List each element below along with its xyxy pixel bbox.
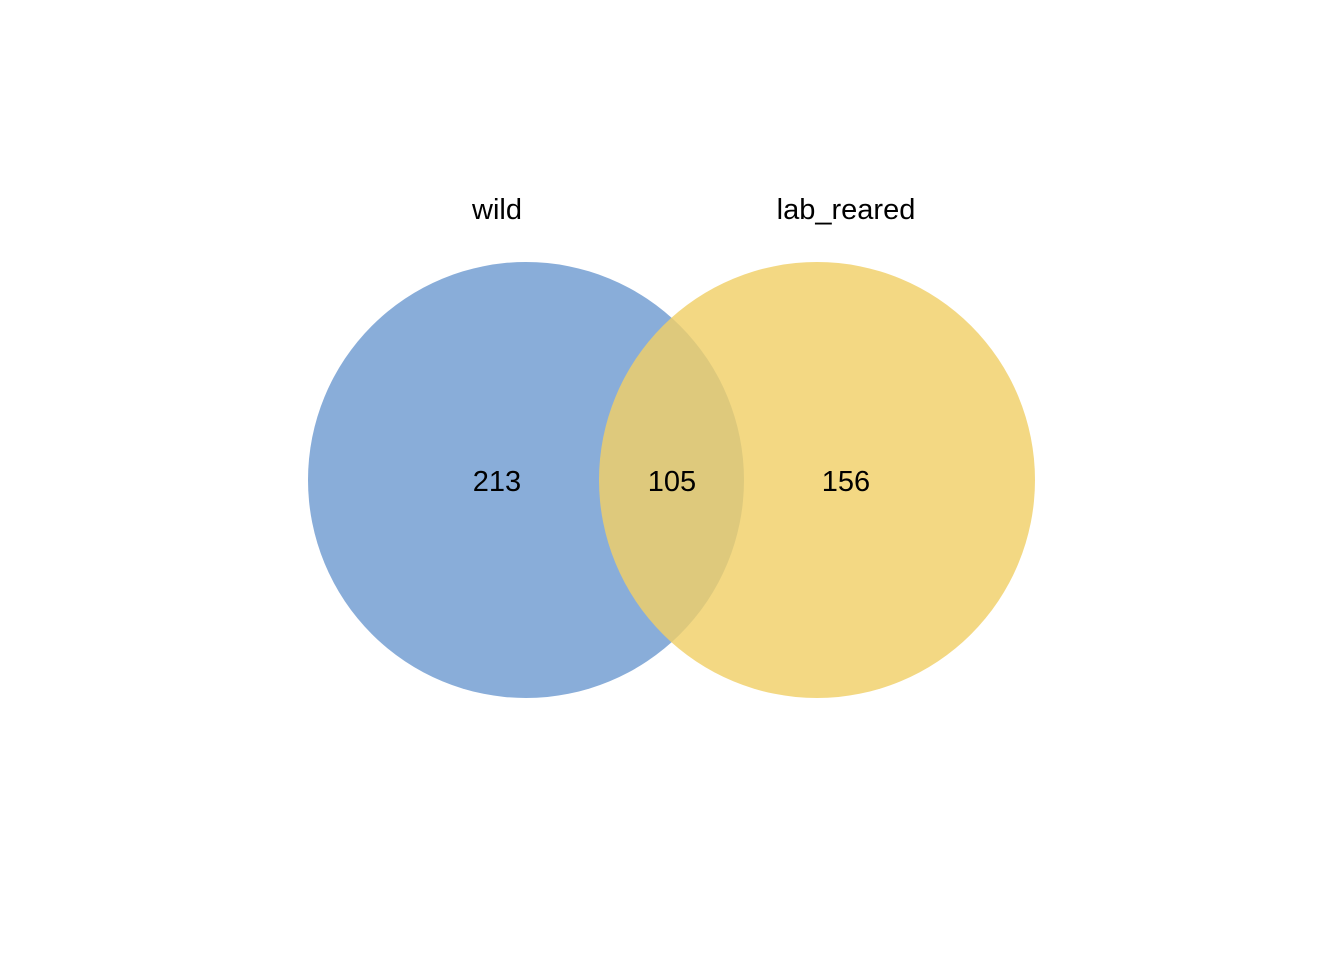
wild-only-count: 213 bbox=[473, 466, 521, 498]
lab-reared-only-count: 156 bbox=[822, 466, 870, 498]
lab-reared-set-circle bbox=[599, 262, 1035, 698]
lab-reared-set-label: lab_reared bbox=[777, 194, 916, 226]
intersection-count: 105 bbox=[648, 466, 696, 498]
wild-set-label: wild bbox=[471, 194, 522, 226]
